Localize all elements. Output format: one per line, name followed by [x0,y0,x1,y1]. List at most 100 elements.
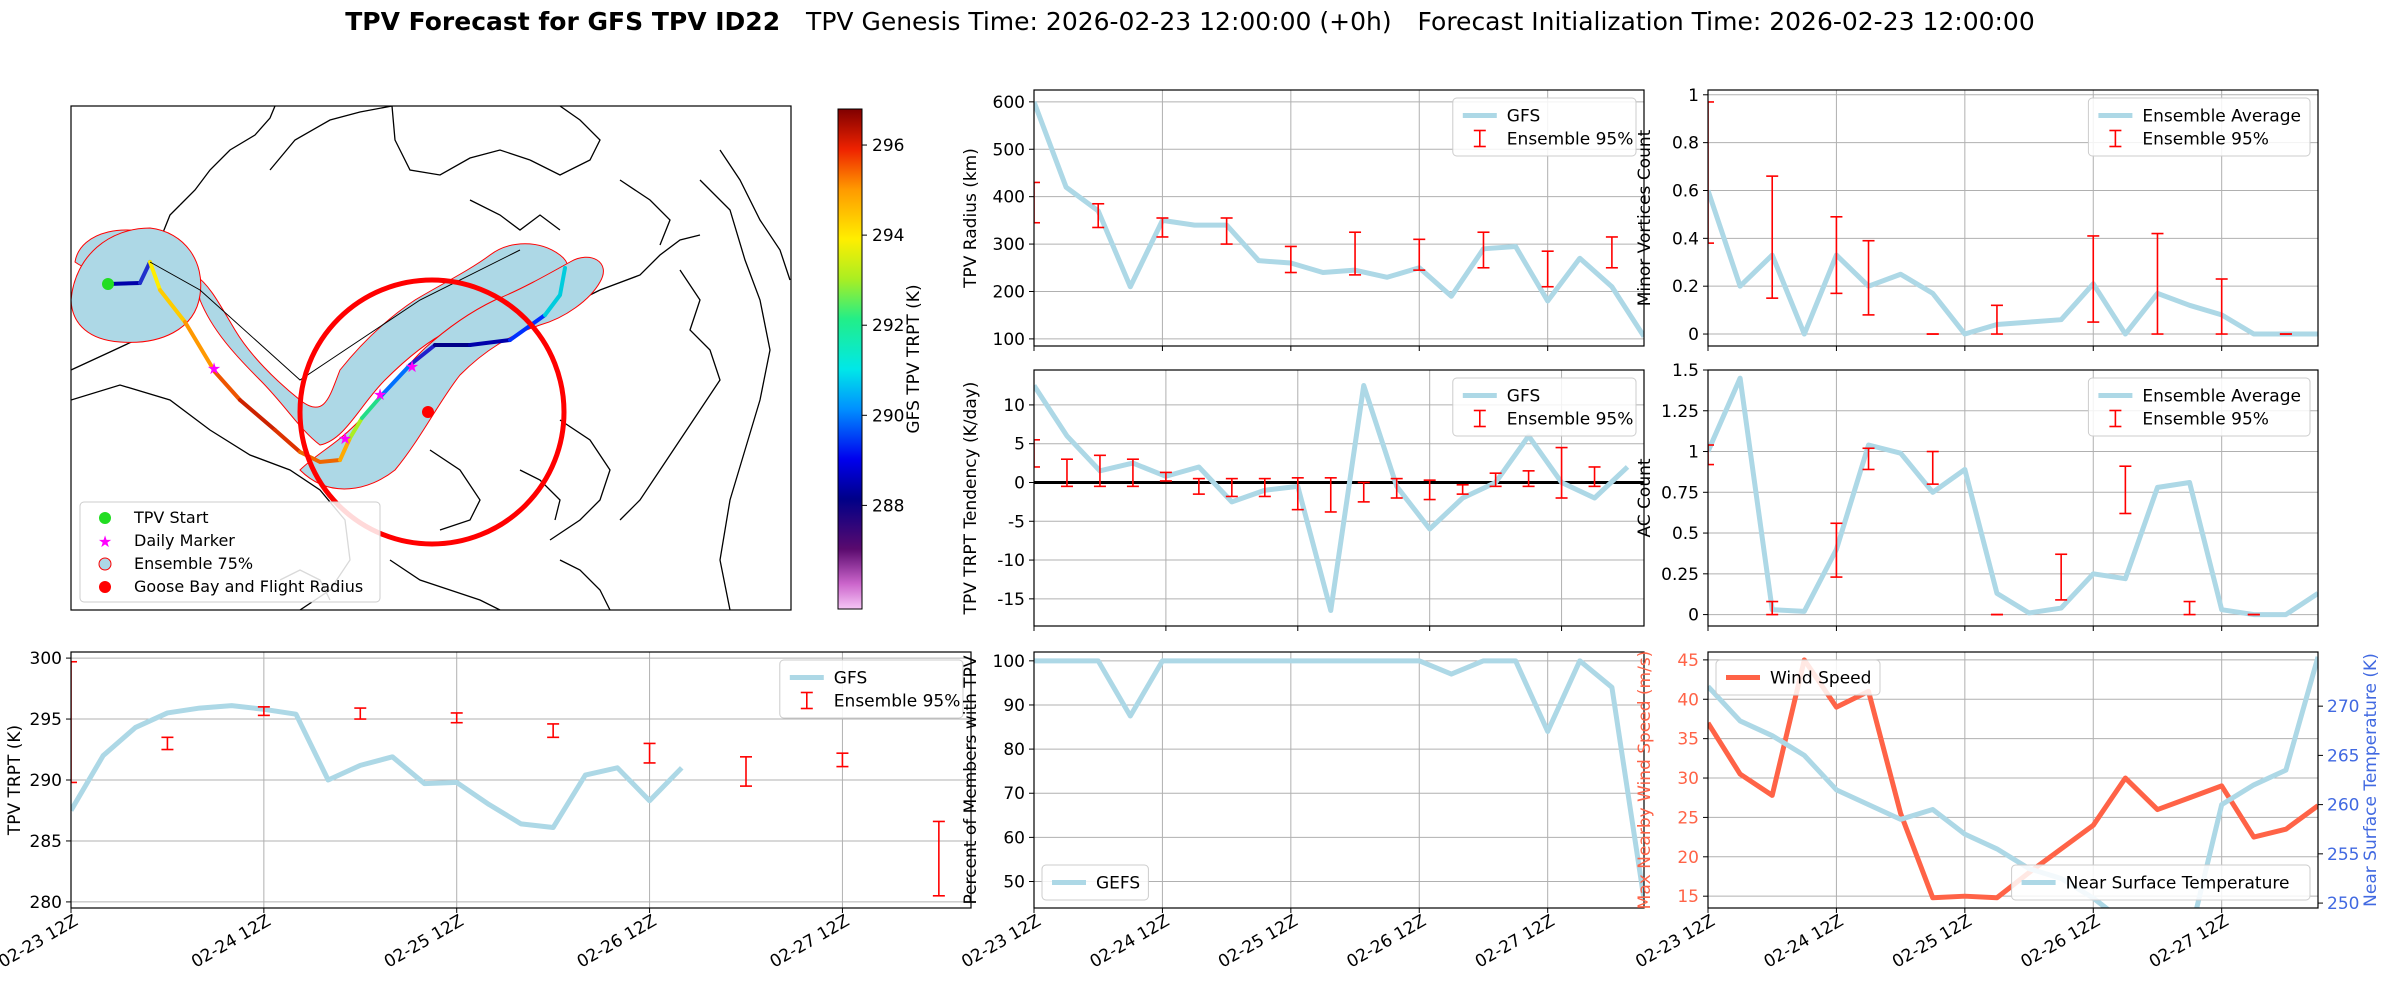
errorbar [1291,477,1304,511]
ytick-label: 35 [1677,730,1699,750]
errorbar [1092,202,1105,229]
ytick-label: 0.6 [1672,181,1699,201]
series-point [2253,334,2254,335]
series-point [1627,466,1628,467]
chart-ac: 0 0.25 0.5 0.75 1 1.25 1.5 AC Count Ensemble Ave… [1635,361,2319,631]
ytick-label: 290 [30,771,62,791]
series-point [2253,837,2254,838]
series-point [1098,660,1099,661]
errorbar [1034,181,1040,224]
legend-frame [1452,377,1637,437]
series-point [2221,609,2222,610]
ytick-label: 1 [1688,443,1699,463]
series-point [1130,286,1131,287]
errorbar [1522,470,1535,488]
errorbar [1349,231,1362,276]
series-point [1900,453,1901,454]
series-point [1772,795,1773,796]
series-point [1515,246,1516,247]
ylabel: Minor Vortices Count [1635,129,1655,306]
series-point [1066,660,1067,661]
errorbar [1156,217,1169,238]
ytick-label: 295 [30,710,62,730]
series-point [1900,819,1901,820]
series-point [2125,334,2126,335]
tpv-track [106,260,567,465]
errorbar [1862,447,1875,471]
series-point [1579,660,1580,661]
plot-content [1034,100,1644,338]
series-point [135,727,136,728]
plot-content [71,660,945,897]
errorbar [1159,471,1172,482]
series-point [2061,319,2062,320]
legend-label: Ensemble 95% [834,692,961,712]
ytick-right-label: 250 [2327,894,2359,914]
series-point [2061,848,2062,849]
series-point [199,708,200,709]
series-point [1162,660,1163,661]
goose-bay-marker [422,406,434,418]
xtick-label: 02-24 12Z [1761,911,1847,972]
legend-label: Ensemble 95% [1507,410,1634,430]
errorbar [1477,231,1490,269]
legend-start-icon [99,512,111,524]
series-point [1611,687,1612,688]
xtick-label: 02-27 12Z [1472,911,1558,972]
ytick-label: -10 [997,551,1025,571]
series-point [1547,731,1548,732]
series-point [1363,385,1364,386]
series-point [2285,829,2286,830]
series-point [1330,610,1331,611]
ytick-label: 100 [993,330,1025,350]
legend-label: Near Surface Temperature [2066,874,2290,894]
series-point [1066,187,1067,188]
series-point [1964,834,1965,835]
series-point [1900,274,1901,275]
series-point [1387,660,1388,661]
series-point [2285,770,2286,771]
legend: GFS Ensemble 95% [1452,377,1637,437]
ytick-right-label: 255 [2327,845,2359,865]
series-point [1804,611,1805,612]
legend-label: Ensemble 95% [1507,130,1634,150]
xtick-label: 02-25 12Z [1889,911,1975,972]
ylabel: TPV Radius (km) [961,148,981,289]
legend-label: Ensemble Average [2142,107,2301,127]
ytick-label: 500 [993,140,1025,160]
series-line-0 [71,703,684,831]
series-point [2061,608,2062,609]
series-point [2157,927,2158,928]
series-point [1258,660,1259,661]
series-point [2189,797,2190,798]
legend-label: GFS [1507,387,1540,407]
errorbar [1324,477,1337,513]
ytick-label: 1 [1688,86,1699,106]
errorbar [1220,217,1233,245]
series-point [1804,755,1805,756]
series-point [1547,300,1548,301]
series-point [1804,334,1805,335]
legend-label: GFS [1507,107,1540,127]
colorbar-tick-label: 290 [872,406,904,426]
series-point [1740,286,1741,287]
legend: Ensemble Average Ensemble 95% [2087,97,2311,157]
series-point [2093,573,2094,574]
colorbar-tick-label: 288 [872,496,904,516]
errorbar [1093,454,1106,488]
ytick-label: 0 [1688,606,1699,626]
legend: GFS Ensemble 95% [779,659,964,719]
figure-title-bold: TPV Forecast for GFS TPV ID22 [345,7,780,36]
legend-frame [1452,97,1637,157]
plot-frame [1033,651,1645,909]
errorbar [257,706,270,717]
errorbar [1862,239,1875,316]
ytick-label: 0.25 [1661,565,1699,585]
errorbar [1423,479,1436,501]
errorbar [1390,477,1403,499]
series-point [1322,272,1323,273]
series-point [424,783,425,784]
errorbar [161,736,174,751]
errorbar [1192,477,1205,495]
